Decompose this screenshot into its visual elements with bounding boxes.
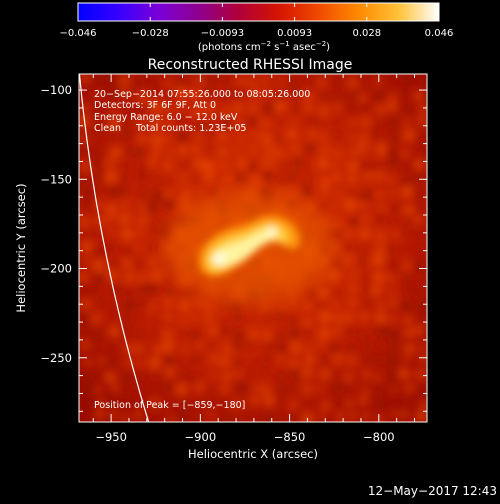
x-tick-label: −800	[363, 430, 395, 444]
annotation-line-time: 20−Sep−2014 07:55:26.000 to 08:05:26.000	[94, 89, 310, 100]
peak-position-label: Position of Peak = [−859,−180]	[94, 400, 245, 411]
y-tick-label: −100	[40, 83, 72, 97]
plot-frame	[78, 73, 428, 423]
plot-title: Reconstructed RHESSI Image	[148, 57, 353, 73]
colorbar-tick-label: −0.0093	[201, 28, 244, 39]
y-axis-label: Heliocentric Y (arcsec)	[14, 183, 28, 312]
colorbar-tick-label: 0.0093	[277, 28, 312, 39]
x-tick-label: −950	[95, 430, 127, 444]
colorbar-units-label: (photons cm−2 s−1 asec−2)	[198, 40, 330, 53]
colorbar-tick-label: 0.028	[352, 28, 381, 39]
colorbar-tick-label: −0.028	[132, 28, 169, 39]
annotation-line-energy: Energy Range: 6.0 − 12.0 keV	[94, 112, 238, 123]
annotation-line-clean: Clean Total counts: 1.23E+05	[94, 123, 246, 134]
image-area	[79, 74, 427, 422]
y-axis: −100 −150 −200 −250	[40, 83, 427, 412]
x-tick-label: −900	[185, 430, 217, 444]
y-tick-label: −150	[40, 172, 72, 186]
y-tick-label: −200	[40, 262, 72, 276]
colorbar-tick-label: 0.046	[425, 28, 454, 39]
annotation-block: 20−Sep−2014 07:55:26.000 to 08:05:26.000…	[94, 89, 310, 134]
footer-timestamp: 12−May−2017 12:43	[368, 484, 497, 498]
y-tick-label: −250	[40, 351, 72, 365]
x-axis: −950 −900 −850 −800	[92, 74, 416, 444]
colorbar: −0.046 −0.028 −0.0093 0.0093 0.028 0.046 (pho…	[59, 2, 453, 53]
x-tick-label: −850	[274, 430, 306, 444]
colorbar-gradient	[77, 2, 440, 22]
colorbar-ticks: −0.046 −0.028 −0.0093 0.0093 0.028 0.046	[59, 3, 453, 39]
flare-source	[199, 215, 300, 277]
colorbar-tick-label: −0.046	[59, 28, 96, 39]
annotation-line-detectors: Detectors: 3F 6F 9F, Att 0	[94, 100, 216, 111]
x-axis-label: Heliocentric X (arcsec)	[188, 447, 318, 461]
